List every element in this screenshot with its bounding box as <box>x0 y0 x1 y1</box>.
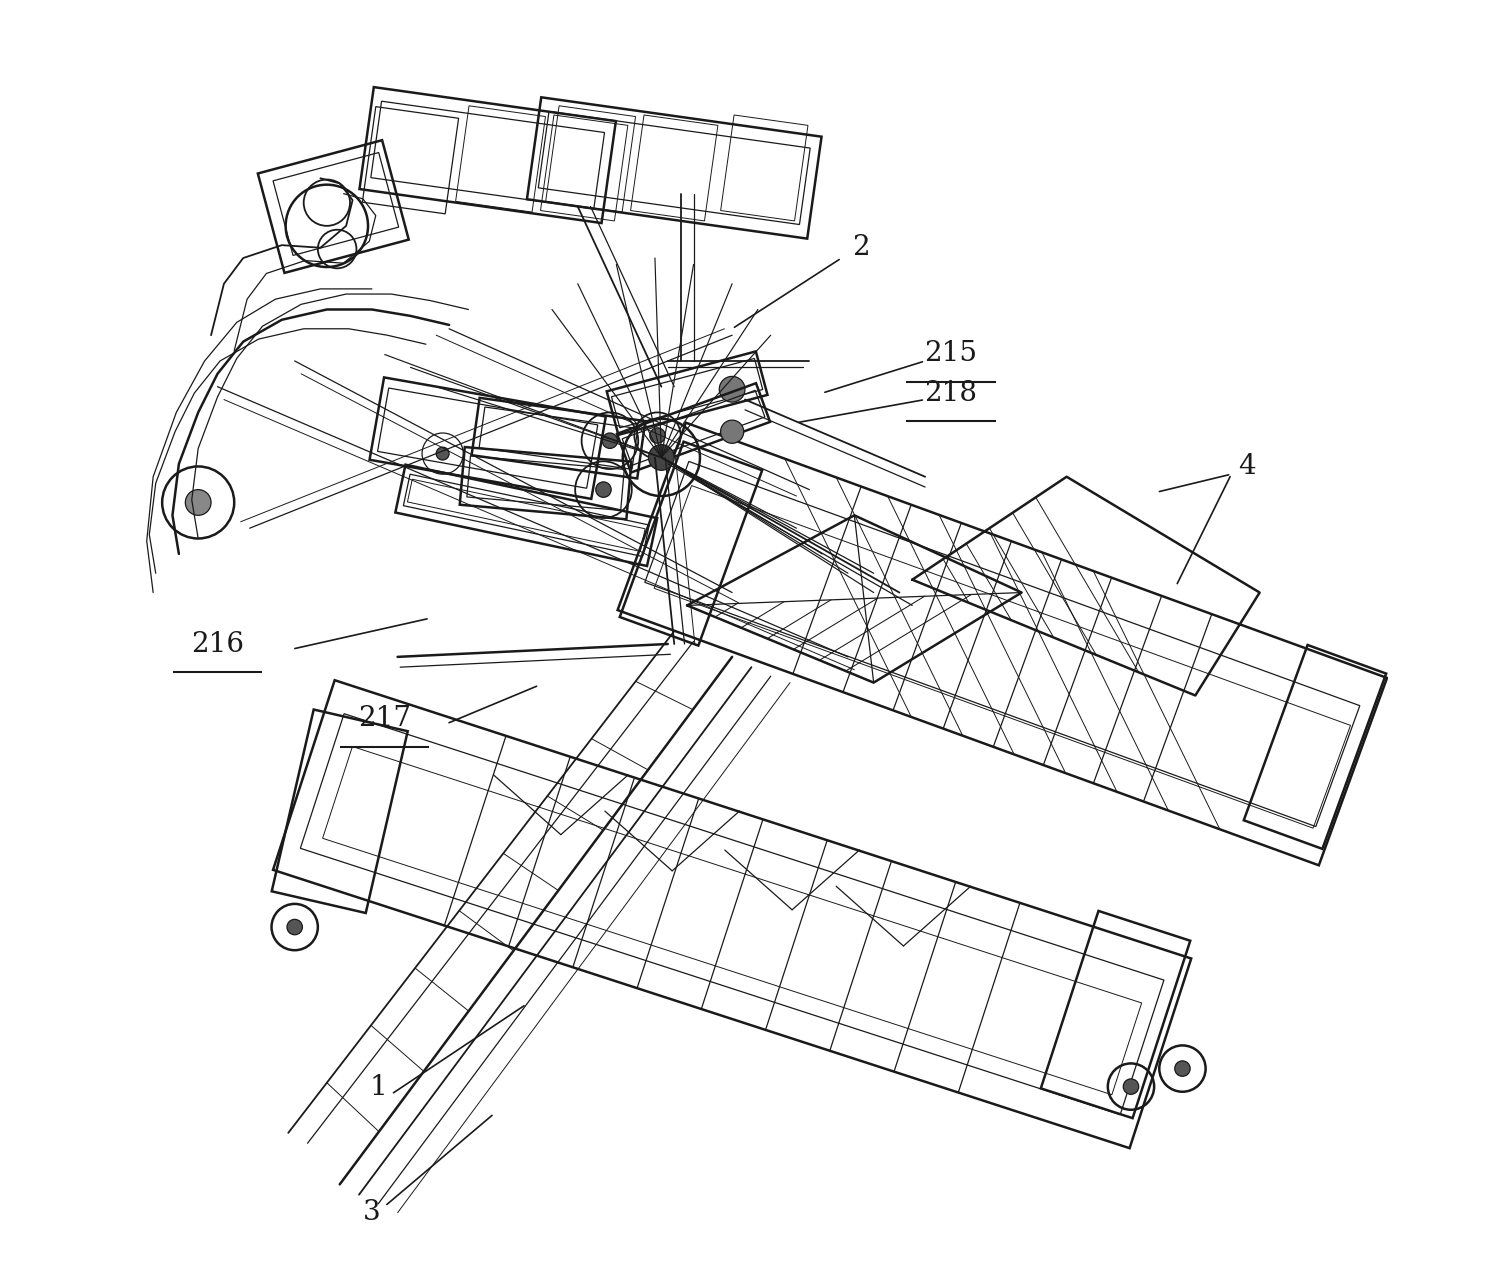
Text: 217: 217 <box>358 705 411 732</box>
Circle shape <box>596 482 611 497</box>
Circle shape <box>650 428 665 443</box>
Circle shape <box>437 447 448 460</box>
Text: 215: 215 <box>924 340 977 367</box>
Circle shape <box>648 444 675 470</box>
Text: 4: 4 <box>1238 453 1256 480</box>
Text: 216: 216 <box>191 631 244 657</box>
Circle shape <box>720 376 745 402</box>
Circle shape <box>185 489 212 515</box>
Text: 3: 3 <box>364 1199 381 1226</box>
Circle shape <box>602 433 618 448</box>
Circle shape <box>721 420 744 443</box>
Text: 1: 1 <box>370 1074 387 1101</box>
Text: 2: 2 <box>852 234 870 261</box>
Circle shape <box>1174 1061 1191 1077</box>
Circle shape <box>288 920 302 935</box>
Text: 218: 218 <box>924 380 977 407</box>
Circle shape <box>1123 1079 1138 1095</box>
